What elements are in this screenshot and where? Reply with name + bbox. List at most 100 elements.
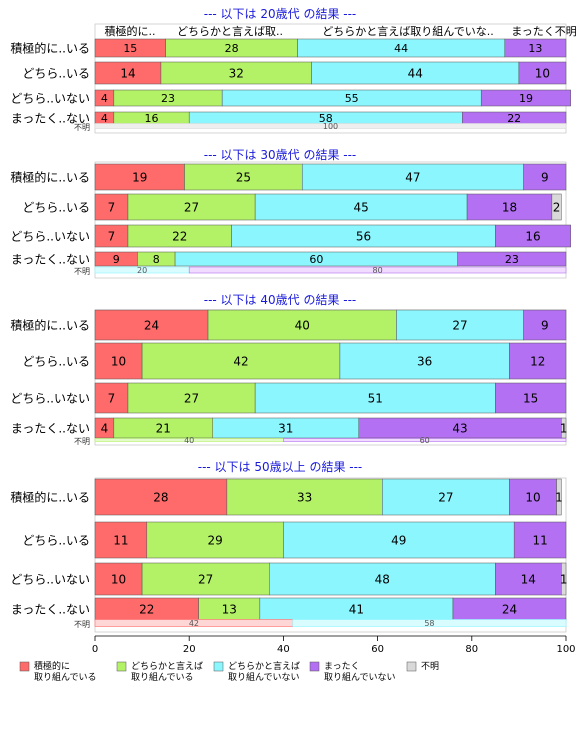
bar-segment — [382, 478, 510, 516]
data-label: 4 — [101, 422, 109, 436]
row-label: 積極的に..いる — [10, 41, 90, 56]
row-label: どちら..いない — [10, 230, 90, 244]
legend-swatch — [213, 661, 224, 672]
data-label: 7 — [108, 230, 116, 244]
data-label: 24 — [144, 319, 159, 333]
unknown-row-label: 不明 — [74, 620, 90, 629]
bar-segment — [254, 193, 468, 221]
data-label: 44 — [394, 42, 408, 55]
data-label: 15 — [123, 42, 137, 55]
row-label: 積極的に..いる — [10, 318, 90, 333]
column-header: どちらかと言えば取.. — [177, 25, 283, 38]
x-tick-label: 40 — [277, 644, 290, 655]
bar-segment — [509, 342, 567, 380]
data-label: 9 — [541, 171, 549, 185]
unknown-bar-segment — [188, 266, 567, 274]
data-label: 28 — [225, 42, 239, 55]
data-label: 10 — [111, 355, 126, 369]
data-label: 27 — [452, 319, 467, 333]
bar-segment — [94, 478, 228, 516]
x-tick-label: 100 — [556, 644, 575, 655]
data-label: 32 — [229, 67, 244, 81]
data-label: 31 — [278, 422, 293, 436]
data-label: 7 — [108, 201, 116, 215]
data-label: 11 — [113, 534, 128, 548]
data-label: 33 — [297, 491, 312, 505]
column-header: まったく不明 — [511, 25, 577, 38]
legend-label: どちらかと言えば取り組んでいる — [131, 660, 203, 683]
data-label: 4 — [101, 92, 108, 105]
row-label: どちら..いない — [10, 573, 90, 587]
bar-segment — [94, 342, 143, 380]
data-label: 10 — [111, 573, 126, 587]
unknown-data-label: 58 — [424, 619, 434, 628]
row-label: まったく..ない — [11, 422, 90, 436]
data-label: 55 — [345, 92, 359, 105]
data-label: 7 — [108, 392, 116, 406]
data-label: 9 — [113, 253, 120, 266]
data-label: 1 — [560, 573, 568, 587]
data-label: 18 — [502, 201, 517, 215]
bar-segment — [184, 163, 303, 191]
unknown-bar-segment — [292, 619, 567, 627]
data-label: 25 — [236, 171, 251, 185]
unknown-bar-segment — [283, 438, 567, 442]
data-label: 27 — [438, 491, 453, 505]
bar-segment — [269, 562, 496, 596]
data-label: 42 — [233, 355, 248, 369]
legend-swatch — [19, 661, 30, 672]
x-tick-label: 80 — [465, 644, 478, 655]
row-label: まったく..ない — [11, 112, 90, 126]
data-label: 51 — [368, 392, 383, 406]
row-label: どちら..いない — [10, 92, 90, 106]
data-label: 16 — [145, 112, 159, 125]
data-label: 49 — [391, 534, 406, 548]
data-label: 2 — [553, 201, 561, 215]
x-tick-label: 20 — [183, 644, 196, 655]
bar-segment — [480, 89, 571, 107]
x-tick-label: 0 — [92, 644, 98, 655]
data-label: 12 — [530, 355, 545, 369]
data-label: 19 — [132, 171, 147, 185]
bar-segment — [495, 224, 571, 248]
bar-segment — [561, 562, 567, 596]
data-label: 40 — [295, 319, 310, 333]
column-header: どちらかと言えば取り組んでいな.. — [322, 25, 493, 38]
bar-segment — [518, 61, 567, 85]
column-header: 積極的に.. — [105, 24, 156, 38]
bar-segment — [141, 342, 341, 380]
bar-segment — [94, 309, 209, 341]
data-label: 24 — [502, 603, 517, 617]
data-label: 45 — [353, 201, 368, 215]
data-label: 10 — [525, 491, 540, 505]
bar-segment — [94, 193, 129, 221]
bar-segment — [551, 193, 562, 221]
legend-label: どちらかと言えば取り組んでいない — [228, 660, 300, 683]
unknown-data-label: 40 — [184, 436, 194, 445]
legend-label: まったく取り組んでいない — [324, 661, 396, 683]
bar-segment — [254, 382, 496, 414]
data-label: 48 — [375, 573, 390, 587]
data-label: 1 — [560, 422, 568, 436]
data-label: 9 — [541, 319, 549, 333]
data-label: 29 — [207, 534, 222, 548]
row-label: どちら..いない — [10, 392, 90, 406]
unknown-row-label: 不明 — [74, 437, 90, 446]
bar-segment — [207, 309, 397, 341]
panel-title: --- 以下は 20歳代 の結果 --- — [204, 7, 357, 21]
bar-segment — [94, 163, 185, 191]
bar-segment — [94, 562, 143, 596]
bar-segment — [523, 163, 567, 191]
data-label: 21 — [156, 422, 171, 436]
legend-swatch — [406, 661, 417, 672]
panel-title: --- 以下は 50歳以上 の結果 --- — [198, 460, 363, 474]
unknown-data-label: 100 — [323, 122, 338, 131]
row-label: 積極的に..いる — [10, 490, 90, 505]
unknown-data-label: 80 — [373, 266, 383, 275]
legend-swatch — [309, 661, 320, 672]
legend-swatch — [116, 661, 127, 672]
data-label: 14 — [521, 573, 536, 587]
data-label: 44 — [408, 67, 423, 81]
bar-segment — [396, 309, 524, 341]
row-label: どちら..いる — [22, 67, 90, 81]
